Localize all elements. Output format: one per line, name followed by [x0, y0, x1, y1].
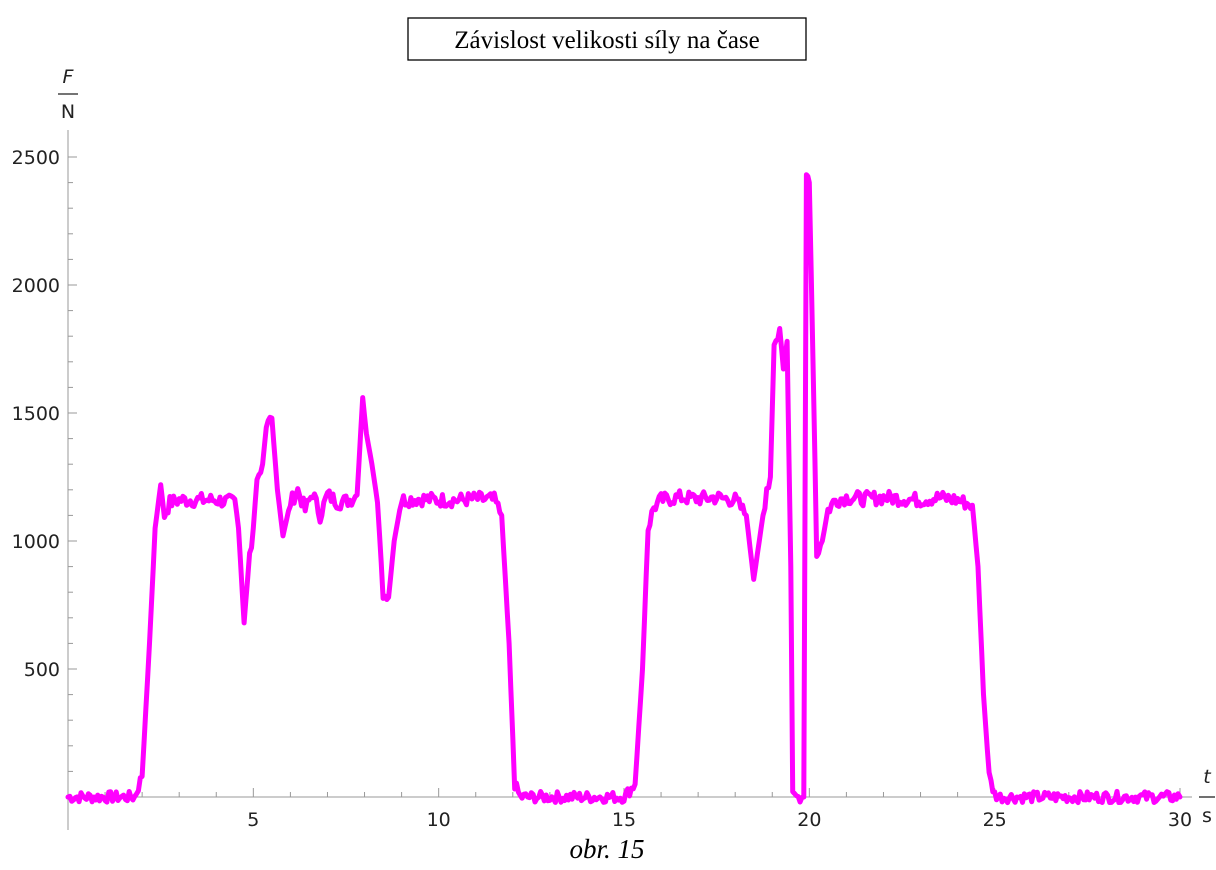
y-axis-quantity: F: [63, 66, 75, 88]
y-tick-label: 2000: [12, 275, 60, 297]
axis-ticks: [68, 156, 1181, 797]
series-force-line: [65, 172, 1183, 806]
x-axis-quantity: t: [1203, 766, 1212, 788]
x-tick-label: 25: [983, 809, 1007, 831]
chart-title: Závislost velikosti síly na čase: [454, 27, 760, 54]
y-tick-label: 1000: [12, 531, 60, 553]
figure-caption: obr. 15: [569, 834, 644, 864]
x-tick-label: 20: [797, 809, 821, 831]
x-axis-unit: s: [1202, 805, 1212, 827]
y-tick-label: 1500: [12, 403, 60, 425]
x-tick-label: 10: [427, 809, 451, 831]
tick-labels: 5 10 15 20 25 30 500 1000 1500 2000 2500: [12, 147, 1192, 831]
x-tick-label: 30: [1168, 809, 1192, 831]
x-tick-label: 15: [612, 809, 636, 831]
y-axis-unit: N: [61, 101, 75, 123]
chart-title-box: [407, 17, 807, 61]
y-tick-label: 500: [24, 659, 60, 681]
y-tick-label: 2500: [12, 147, 60, 169]
x-tick-label: 5: [247, 809, 259, 831]
